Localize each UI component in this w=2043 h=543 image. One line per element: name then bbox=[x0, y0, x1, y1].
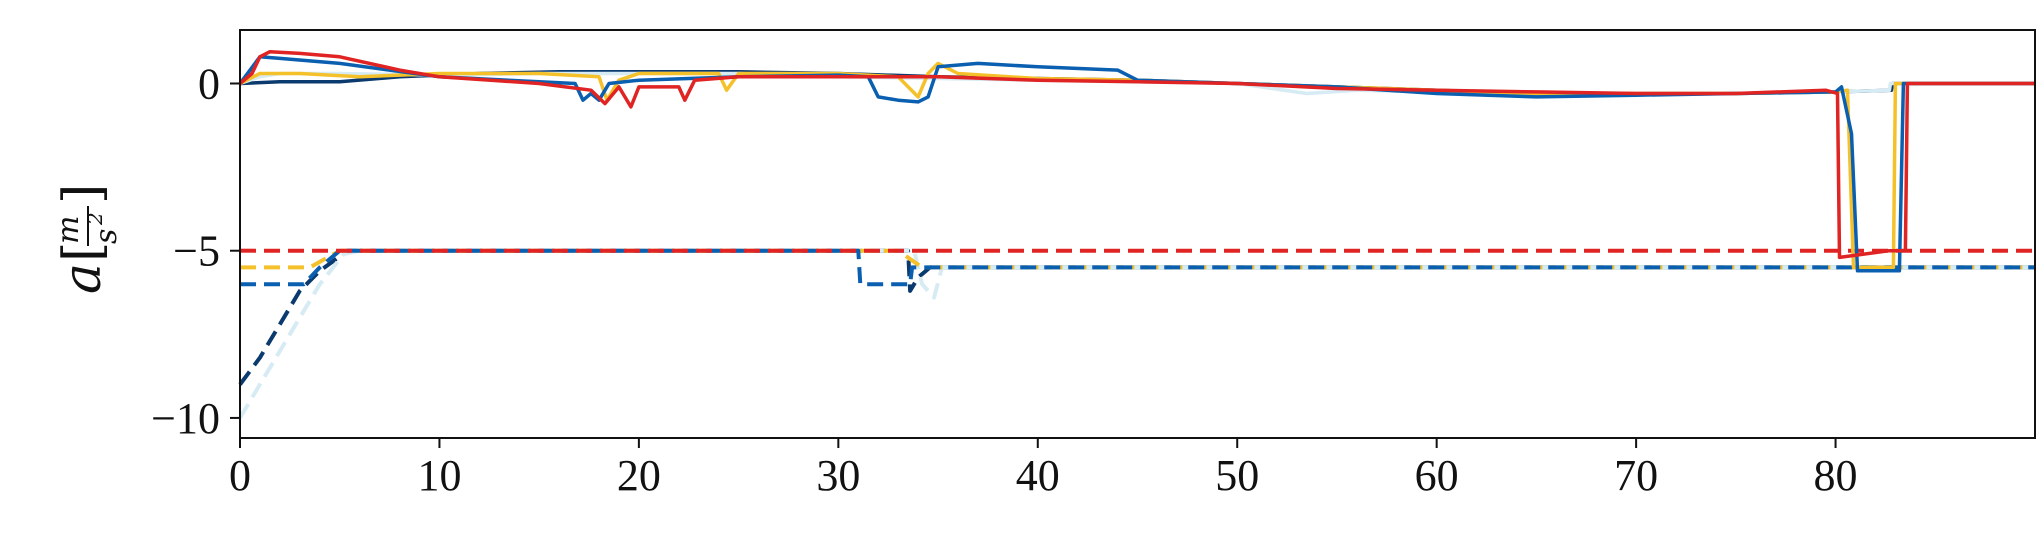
y-tick-label: −5 bbox=[173, 227, 220, 276]
series-line-4-solid bbox=[238, 49, 2035, 260]
series-line-7-dashed bbox=[240, 248, 2035, 270]
x-tick-label: 40 bbox=[1016, 451, 1060, 500]
x-tick-label: 70 bbox=[1614, 451, 1658, 500]
x-tick-label: 0 bbox=[229, 451, 251, 500]
x-tick-label: 10 bbox=[417, 451, 461, 500]
y-label-close-bracket: ] bbox=[53, 184, 113, 204]
x-tick-label: 80 bbox=[1814, 451, 1858, 500]
y-label-unit-denominator: s bbox=[89, 229, 124, 244]
y-label-open-bracket: [ bbox=[53, 242, 113, 262]
x-tick-label: 20 bbox=[617, 451, 661, 500]
x-tick-label: 50 bbox=[1215, 451, 1259, 500]
y-label-variable: a bbox=[53, 263, 113, 294]
y-axis-label: a [ m s 2 ] bbox=[51, 184, 124, 294]
series-layer bbox=[238, 49, 2035, 419]
y-label-unit-exponent: 2 bbox=[83, 212, 107, 226]
plot-frame bbox=[239, 29, 2036, 439]
y-tick-label: 0 bbox=[198, 60, 220, 109]
tick-layer: 0 10 20 30 40 50 60 70 80 0 −5 −10 bbox=[151, 60, 1857, 500]
x-tick-label: 60 bbox=[1415, 451, 1459, 500]
series-line-5-dashed bbox=[238, 248, 2035, 386]
series-line-6-dashed bbox=[238, 248, 2035, 419]
x-tick-label: 30 bbox=[816, 451, 860, 500]
y-label-unit-numerator: m bbox=[51, 216, 86, 244]
series-line-8-dashed bbox=[240, 248, 2035, 287]
series-line-3-solid bbox=[238, 55, 2035, 273]
y-tick-label: −10 bbox=[151, 394, 220, 443]
